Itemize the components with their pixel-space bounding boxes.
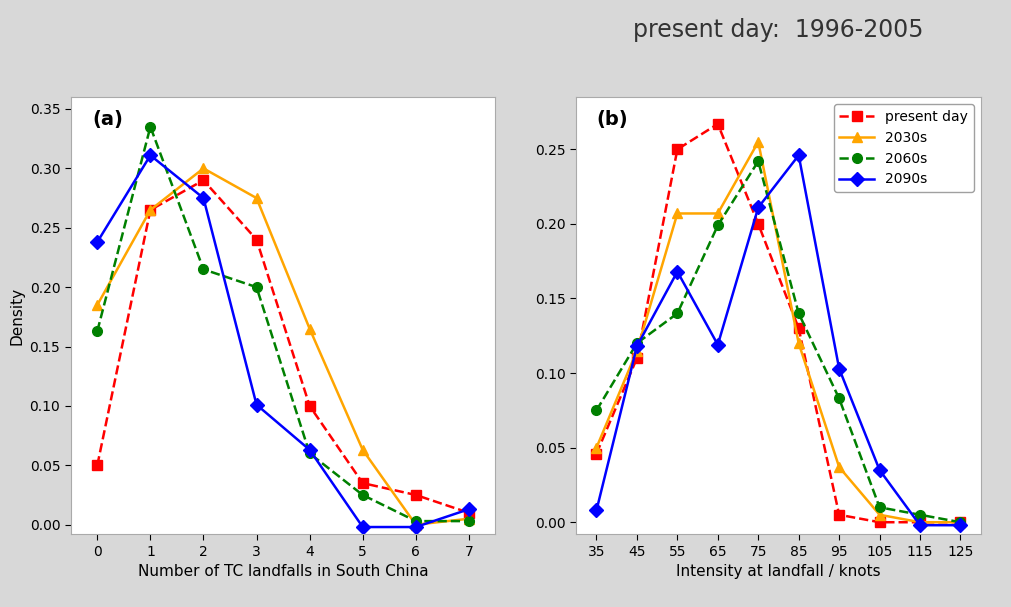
X-axis label: Intensity at landfall / knots: Intensity at landfall / knots <box>676 564 881 579</box>
Y-axis label: Density: Density <box>9 287 24 345</box>
X-axis label: Number of TC landfalls in South China: Number of TC landfalls in South China <box>137 564 429 579</box>
Legend: present day, 2030s, 2060s, 2090s: present day, 2030s, 2060s, 2090s <box>834 104 974 192</box>
Text: (a): (a) <box>92 110 123 129</box>
Text: present day:  1996-2005: present day: 1996-2005 <box>633 18 924 42</box>
Text: (b): (b) <box>596 110 628 129</box>
